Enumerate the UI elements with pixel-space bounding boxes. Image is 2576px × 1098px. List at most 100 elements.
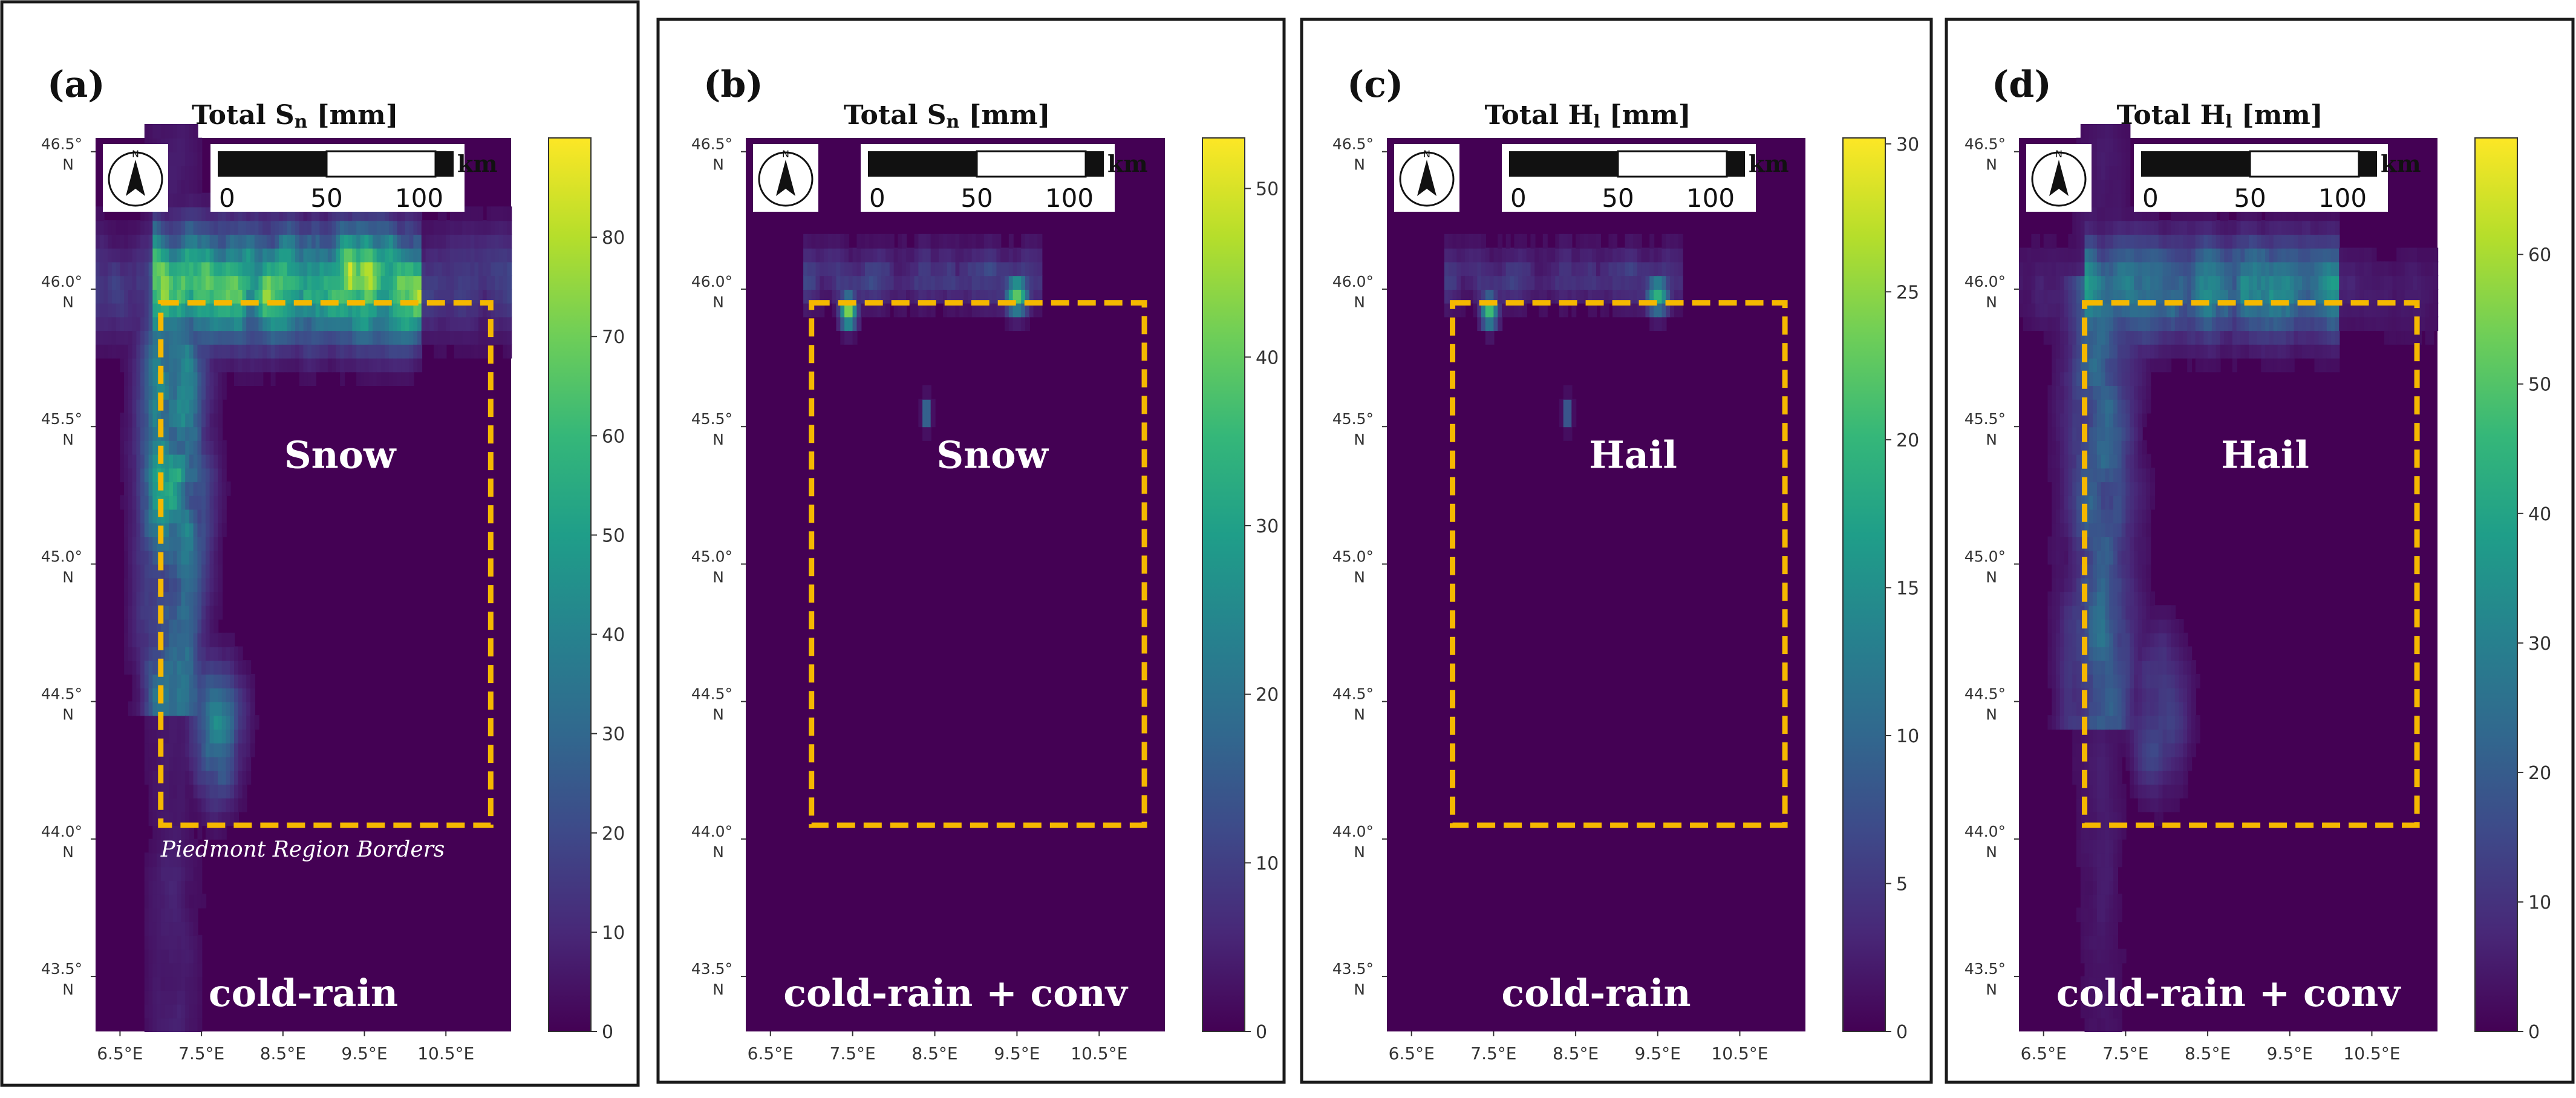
heatmap-cell (2208, 220, 2213, 235)
heatmap-cell (177, 715, 182, 730)
heatmap-cell (2076, 316, 2081, 332)
heatmap-cell (254, 234, 259, 249)
heatmap-cell (2142, 275, 2147, 290)
heatmap-cell (96, 344, 100, 359)
heatmap-cell (2113, 454, 2118, 469)
heatmap-cell (185, 495, 191, 510)
heatmap-cell (2080, 935, 2085, 950)
heatmap-cell (939, 275, 944, 290)
heatmap-cell (2146, 550, 2151, 565)
heatmap-cell (2072, 577, 2078, 592)
heatmap-cell (2080, 825, 2085, 840)
heatmap-cell (218, 385, 223, 400)
heatmap-cell (2195, 247, 2200, 263)
heatmap-cell (2179, 330, 2184, 345)
heatmap-cell (189, 880, 194, 895)
heatmap-cell (2084, 247, 2090, 263)
heatmap-cell (148, 124, 154, 139)
heatmap-cell (2167, 234, 2172, 249)
heatmap-cell (885, 275, 890, 290)
heatmap-cell (165, 564, 170, 579)
heatmap-cell (1583, 275, 1589, 290)
heatmap-cell (2089, 605, 2094, 620)
heatmap-cell (2031, 275, 2036, 290)
heatmap-cell (218, 454, 223, 469)
heatmap-cell (181, 976, 186, 991)
heatmap-cell (344, 289, 349, 304)
heatmap-cell (2199, 302, 2205, 318)
heatmap-cell (2121, 275, 2127, 290)
heatmap-cell (409, 275, 414, 290)
heatmap-cell (189, 426, 194, 441)
heatmap-cell (848, 289, 853, 304)
heatmap-cell (189, 316, 194, 332)
heatmap-cell (152, 894, 158, 909)
heatmap-cell (140, 413, 146, 428)
heatmap-cell (2096, 605, 2102, 620)
heatmap-cell (2093, 742, 2098, 757)
heatmap-cell (1649, 289, 1655, 304)
heatmap-cell (2117, 344, 2122, 359)
heatmap-cell (491, 275, 496, 290)
heatmap-cell (2096, 797, 2102, 812)
heatmap-cell (193, 261, 198, 276)
heatmap-cell (295, 358, 300, 373)
heatmap-cell (352, 261, 357, 276)
heatmap-cell (861, 289, 866, 304)
heatmap-cell (234, 797, 239, 812)
heatmap-cell (177, 949, 182, 964)
heatmap-cell (295, 316, 300, 332)
heatmap-cell (352, 234, 357, 249)
heatmap-cell (173, 481, 178, 496)
heatmap-cell (2130, 302, 2135, 318)
heatmap-cell (128, 632, 133, 647)
heatmap-cell (2208, 206, 2213, 221)
heatmap-cell (2093, 550, 2098, 565)
heatmap-cell (2052, 605, 2057, 620)
heatmap-cell (2203, 261, 2209, 276)
heatmap-cell (226, 770, 231, 785)
heatmap-cell (311, 344, 316, 359)
heatmap-cell (275, 316, 280, 332)
heatmap-cell (250, 673, 255, 688)
heatmap-cell (2130, 426, 2135, 441)
heatmap-cell (2191, 220, 2196, 235)
heatmap-cell (2195, 220, 2200, 235)
heatmap-cell (165, 399, 170, 414)
heatmap-cell (238, 302, 243, 318)
heatmap-cell (2125, 481, 2131, 496)
heatmap-cell (173, 509, 178, 524)
heatmap-cell (214, 673, 219, 688)
heatmap-cell (2142, 399, 2147, 414)
heatmap-cell (2072, 261, 2078, 276)
heatmap-cell (2080, 701, 2085, 716)
heatmap-cell (2195, 289, 2200, 304)
heatmap-cell (140, 316, 146, 332)
heatmap-cell (2220, 275, 2225, 290)
heatmap-cell (275, 289, 280, 304)
heatmap-cell (2047, 536, 2053, 551)
heatmap-cell (124, 660, 129, 675)
heatmap-cell (226, 234, 231, 249)
heatmap-cell (2019, 261, 2024, 276)
heatmap-cell (221, 742, 227, 757)
heatmap-cell (2187, 646, 2193, 661)
heatmap-cell (2084, 866, 2090, 881)
heatmap-cell (185, 646, 191, 661)
heatmap-cell (250, 206, 255, 221)
heatmap-cell (2171, 275, 2176, 290)
heatmap-cell (482, 289, 487, 304)
x-tick-label: 7.5°E (830, 1044, 876, 1064)
heatmap-cell (160, 673, 166, 688)
heatmap-cell (2109, 454, 2115, 469)
heatmap-cell (2179, 289, 2184, 304)
heatmap-cell (397, 358, 402, 373)
heatmap-cell (2203, 302, 2209, 318)
heatmap-cell (193, 591, 198, 606)
heatmap-cell (947, 261, 952, 276)
heatmap-cell (2039, 275, 2044, 290)
heatmap-cell (2154, 715, 2159, 730)
heatmap-cell (120, 302, 125, 318)
heatmap-cell (421, 247, 426, 263)
heatmap-cell (136, 495, 142, 510)
